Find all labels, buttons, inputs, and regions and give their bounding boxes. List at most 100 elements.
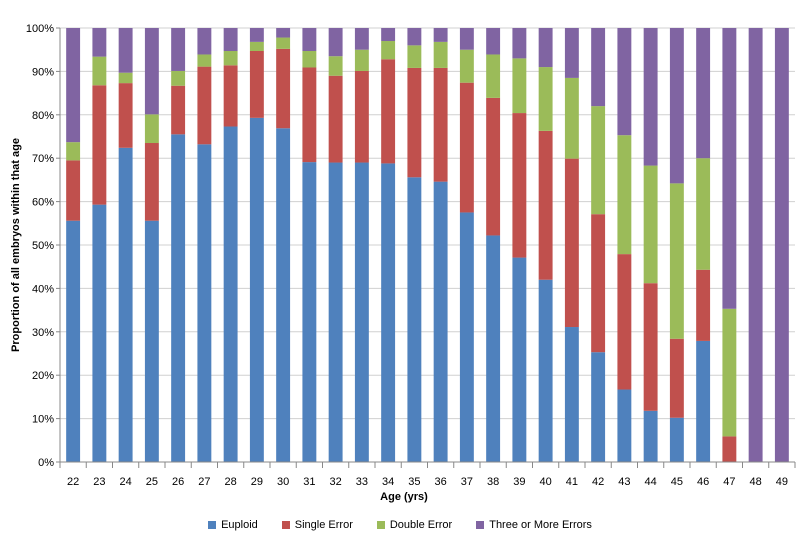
x-tick-label: 23	[93, 476, 105, 488]
y-tick-label: 40%	[32, 283, 54, 295]
y-tick-label: 100%	[26, 23, 54, 35]
x-tick-label: 47	[723, 476, 735, 488]
bar-segment-single-error	[669, 338, 684, 418]
y-tick-label: 90%	[32, 66, 54, 78]
bar-segment-three-or-more-errors	[223, 28, 238, 52]
bar-segment-single-error	[276, 48, 291, 129]
x-tick-label: 38	[487, 476, 499, 488]
bar-segment-double-error	[538, 67, 553, 131]
x-tick-label: 43	[618, 476, 630, 488]
bars	[66, 28, 789, 463]
bar-segment-double-error	[433, 41, 448, 68]
bar-segment-three-or-more-errors	[669, 28, 684, 184]
bar-segment-three-or-more-errors	[249, 28, 264, 42]
bar-segment-single-error	[538, 130, 553, 280]
bar-segment-single-error	[249, 51, 264, 118]
bar-segment-single-error	[433, 67, 448, 182]
bar-segment-euploid	[643, 410, 658, 462]
bar-segment-double-error	[92, 56, 107, 86]
bar-segment-three-or-more-errors	[538, 28, 553, 68]
bar-segment-double-error	[591, 106, 606, 215]
bar-segment-double-error	[459, 49, 474, 83]
bar-segment-single-error	[486, 97, 501, 236]
bar-segment-double-error	[643, 165, 658, 284]
legend-item-euploid: Euploid	[208, 519, 258, 531]
x-tick-label: 35	[408, 476, 420, 488]
y-axis-title: Proportion of all embryos within that ag…	[10, 138, 22, 352]
bar-segment-euploid	[223, 126, 238, 462]
bar-segment-double-error	[381, 41, 396, 60]
x-tick-label: 32	[330, 476, 342, 488]
bar-segment-single-error	[643, 283, 658, 411]
bar-segment-single-error	[66, 160, 81, 221]
y-tick-label: 80%	[32, 110, 54, 122]
bar-segment-euploid	[171, 134, 186, 462]
bar-segment-double-error	[249, 41, 264, 52]
legend-label-three-or-more-errors: Three or More Errors	[489, 519, 592, 531]
bar-segment-euploid	[197, 144, 212, 462]
bar-segment-single-error	[302, 67, 317, 163]
legend-swatch-single-error	[281, 521, 290, 529]
y-tick-label: 50%	[32, 240, 54, 252]
legend-swatch-euploid	[208, 521, 217, 529]
bar-segment-double-error	[696, 158, 711, 270]
y-tick-label: 20%	[32, 370, 54, 382]
legend-item-double-error: Double Error	[376, 519, 452, 531]
bar-segment-double-error	[564, 77, 579, 159]
y-tick-label: 10%	[32, 414, 54, 426]
x-tick-label: 25	[146, 476, 158, 488]
bar-segment-single-error	[696, 269, 711, 341]
y-tick-label: 30%	[32, 327, 54, 339]
bar-segment-single-error	[591, 214, 606, 353]
bar-segment-single-error	[381, 59, 396, 164]
x-axis-title: Age (yrs)	[380, 491, 428, 503]
bar-segment-single-error	[328, 75, 343, 163]
y-tick-label: 60%	[32, 197, 54, 209]
bar-segment-single-error	[407, 67, 422, 178]
bar-segment-euploid	[144, 220, 159, 462]
bar-segment-single-error	[617, 254, 632, 390]
bar-segment-single-error	[197, 66, 212, 145]
bar-segment-single-error	[564, 158, 579, 328]
legend-item-single-error: Single Error	[281, 519, 353, 531]
bar-segment-three-or-more-errors	[92, 28, 107, 57]
bar-segment-double-error	[302, 51, 317, 68]
bar-segment-double-error	[722, 308, 737, 437]
bar-segment-euploid	[512, 257, 527, 462]
bar-segment-double-error	[617, 135, 632, 255]
bar-segment-three-or-more-errors	[617, 28, 632, 136]
bar-segment-euploid	[486, 235, 501, 462]
x-tick-label: 42	[592, 476, 604, 488]
bar-segment-single-error	[459, 82, 474, 213]
bar-segment-double-error	[223, 51, 238, 66]
legend-label-single-error: Single Error	[294, 519, 353, 531]
gridlines	[60, 27, 795, 420]
x-tick-label: 26	[172, 476, 184, 488]
bar-segment-single-error	[354, 70, 369, 163]
legend-item-three-or-more-errors: Three or More Errors	[476, 519, 592, 531]
bar-segment-three-or-more-errors	[459, 28, 474, 50]
bar-segment-euploid	[696, 340, 711, 462]
bar-segment-three-or-more-errors	[381, 28, 396, 42]
x-tick-label: 27	[198, 476, 210, 488]
x-tick-label: 46	[697, 476, 709, 488]
bar-segment-three-or-more-errors	[118, 28, 133, 73]
bar-segment-three-or-more-errors	[354, 28, 369, 50]
x-tick-label: 45	[671, 476, 683, 488]
bar-segment-three-or-more-errors	[722, 28, 737, 309]
bar-segment-double-error	[171, 70, 186, 86]
bar-segment-single-error	[144, 143, 159, 221]
bar-segment-euploid	[276, 128, 291, 462]
bar-segment-euploid	[538, 279, 553, 462]
bar-segment-three-or-more-errors	[433, 28, 448, 42]
bar-segment-euploid	[591, 352, 606, 462]
bar-segment-double-error	[276, 37, 291, 49]
x-tick-label: 39	[513, 476, 525, 488]
bar-segment-three-or-more-errors	[144, 28, 159, 115]
legend-swatch-three-or-more-errors	[476, 521, 485, 529]
bar-segment-double-error	[118, 72, 133, 84]
bar-segment-three-or-more-errors	[407, 28, 422, 46]
bar-segment-double-error	[407, 45, 422, 68]
bar-segment-three-or-more-errors	[276, 28, 291, 38]
